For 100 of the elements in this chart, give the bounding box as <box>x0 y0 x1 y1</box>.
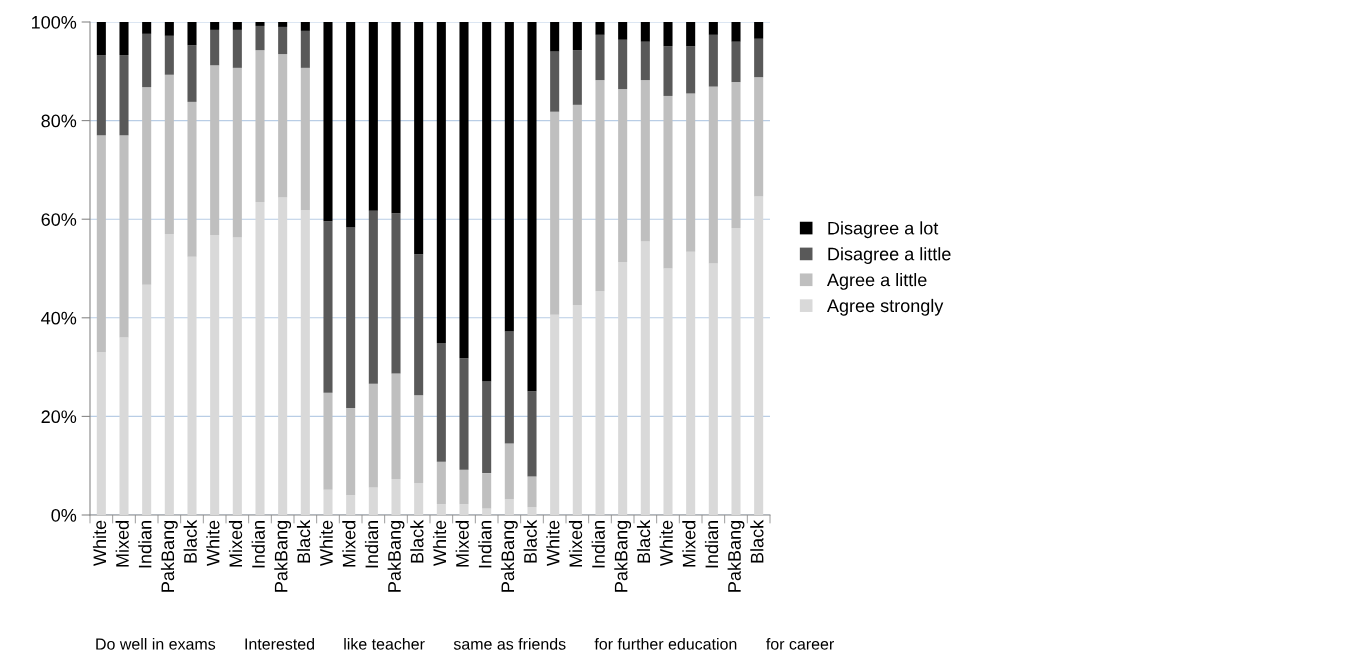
x-tick-label: Mixed <box>228 521 243 567</box>
x-tick-label: White <box>92 520 107 566</box>
bar <box>686 46 696 94</box>
legend-label: Disagree a little <box>828 247 951 264</box>
x-tick-label: Indian <box>251 521 265 568</box>
bar <box>164 22 174 36</box>
x-tick-label: PakBang <box>160 521 178 592</box>
x-tick-label: Indian <box>478 521 492 568</box>
x-tick-label: Mixed <box>455 521 469 567</box>
bar <box>482 473 492 509</box>
bar <box>255 22 265 26</box>
x-tick-label: Mixed <box>115 521 129 567</box>
bar <box>96 135 106 353</box>
bar <box>595 22 605 35</box>
bar <box>346 22 356 228</box>
x-tick-label: White <box>432 520 447 566</box>
bar <box>482 22 492 382</box>
bar <box>391 479 401 515</box>
bar <box>119 55 129 136</box>
bar <box>278 26 288 55</box>
bar <box>300 30 310 68</box>
bar <box>572 50 582 105</box>
x-tick-label: PakBang <box>274 521 292 592</box>
bar <box>119 337 129 515</box>
bar <box>754 77 764 197</box>
bar <box>459 358 469 470</box>
bar <box>550 51 560 112</box>
x-tick-label: PakBang <box>387 521 405 592</box>
bar <box>414 254 424 396</box>
bar <box>436 461 446 505</box>
bar <box>686 93 696 252</box>
bar <box>210 22 220 30</box>
x-tick-label: Black <box>296 519 311 563</box>
bar <box>731 82 741 229</box>
bar <box>300 22 310 31</box>
bar <box>255 25 265 51</box>
bar <box>708 86 718 264</box>
bar <box>504 331 514 444</box>
bar <box>686 22 696 47</box>
legend-label: Agree a little <box>826 273 927 290</box>
bar <box>663 46 673 96</box>
x-tick-label: Black <box>636 519 651 563</box>
x-tick-label: Black <box>523 519 537 563</box>
bar <box>391 22 401 214</box>
bar <box>572 304 582 515</box>
bar <box>731 228 741 515</box>
bar <box>323 489 333 515</box>
bar <box>119 135 129 338</box>
bar <box>368 22 378 211</box>
x-tick-label: Black <box>750 519 764 563</box>
x-tick-label: Black <box>183 519 197 563</box>
bar <box>686 251 696 515</box>
bar <box>640 22 650 42</box>
y-tick-label: 20% <box>41 410 77 424</box>
bar <box>595 291 605 515</box>
bar <box>391 213 401 374</box>
bar <box>323 22 333 222</box>
bar <box>232 237 242 515</box>
bar <box>708 22 718 35</box>
bar <box>708 34 718 87</box>
bar <box>482 508 492 515</box>
bar <box>96 352 106 515</box>
bar <box>459 504 469 515</box>
bar <box>527 476 537 508</box>
x-tick-label: PakBang <box>500 521 518 592</box>
bar <box>300 67 310 211</box>
bar <box>754 22 764 39</box>
bar <box>414 482 424 515</box>
bar <box>550 111 560 315</box>
bar <box>504 499 514 515</box>
legend-label: Agree strongly <box>826 298 944 316</box>
bar <box>346 227 356 409</box>
bar <box>572 22 582 51</box>
bar <box>232 29 242 68</box>
bar <box>436 342 446 462</box>
x-tick-label: Mixed <box>568 521 583 567</box>
bar <box>663 268 673 515</box>
bar <box>618 89 628 263</box>
bar <box>595 80 605 292</box>
bar <box>436 504 446 515</box>
bar <box>119 22 129 56</box>
bar <box>414 395 424 483</box>
bar <box>414 22 424 255</box>
bar <box>278 197 288 515</box>
bar <box>731 22 741 42</box>
text: same as friends <box>453 638 566 650</box>
text: Interested <box>245 638 314 650</box>
bar <box>550 22 560 52</box>
bar <box>142 87 152 285</box>
bar <box>323 392 333 490</box>
bar <box>187 101 197 257</box>
x-tick-label: Black <box>410 519 424 563</box>
bar <box>210 29 220 66</box>
x-tick-label: Mixed <box>342 521 356 567</box>
text: Do well in exams <box>96 638 216 650</box>
x-tick-label: Indian <box>364 521 379 568</box>
bar <box>527 22 537 392</box>
bar <box>187 22 197 46</box>
x-tick-label: PakBang <box>614 521 632 592</box>
bar <box>640 80 650 242</box>
